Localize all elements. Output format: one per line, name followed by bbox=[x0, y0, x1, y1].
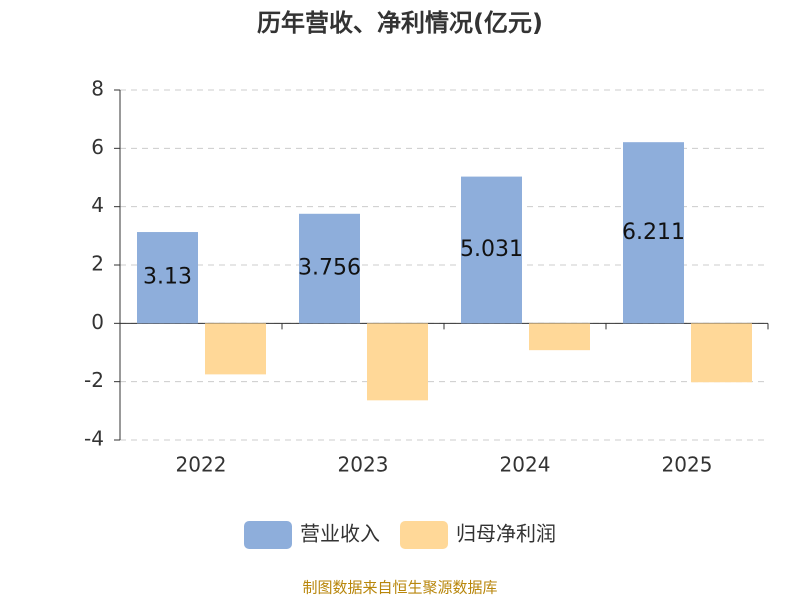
x-tick-label: 2023 bbox=[338, 453, 389, 477]
data-label: 3.756 bbox=[298, 256, 361, 281]
x-tick-label: 2025 bbox=[662, 453, 713, 477]
chart-title: 历年营收、净利情况(亿元) bbox=[257, 9, 543, 37]
source-note: 制图数据来自恒生聚源数据库 bbox=[302, 579, 497, 597]
y-tick-label: 0 bbox=[91, 310, 104, 334]
legend-label: 营业收入 bbox=[300, 522, 380, 546]
bar bbox=[461, 176, 522, 324]
x-tick-label: 2022 bbox=[176, 453, 227, 477]
bar bbox=[623, 142, 684, 324]
y-tick-label: 4 bbox=[91, 193, 104, 217]
data-label: 3.13 bbox=[143, 265, 192, 290]
legend-swatch bbox=[244, 521, 292, 549]
data-label: 6.211 bbox=[622, 220, 685, 245]
y-tick-label: 2 bbox=[91, 252, 104, 276]
legend-label: 归母净利润 bbox=[456, 522, 556, 546]
y-tick-label: 6 bbox=[91, 135, 104, 159]
bar bbox=[205, 323, 266, 375]
x-tick-label: 2024 bbox=[500, 453, 551, 477]
bar bbox=[367, 323, 428, 401]
data-label: 5.031 bbox=[460, 237, 523, 262]
bar bbox=[691, 323, 752, 383]
legend-swatch bbox=[400, 521, 448, 549]
bar bbox=[137, 232, 198, 324]
y-tick-label: -4 bbox=[84, 427, 104, 451]
y-tick-label: -2 bbox=[84, 368, 104, 392]
bar bbox=[529, 323, 590, 351]
bar bbox=[299, 213, 360, 324]
y-tick-label: 8 bbox=[91, 77, 104, 101]
